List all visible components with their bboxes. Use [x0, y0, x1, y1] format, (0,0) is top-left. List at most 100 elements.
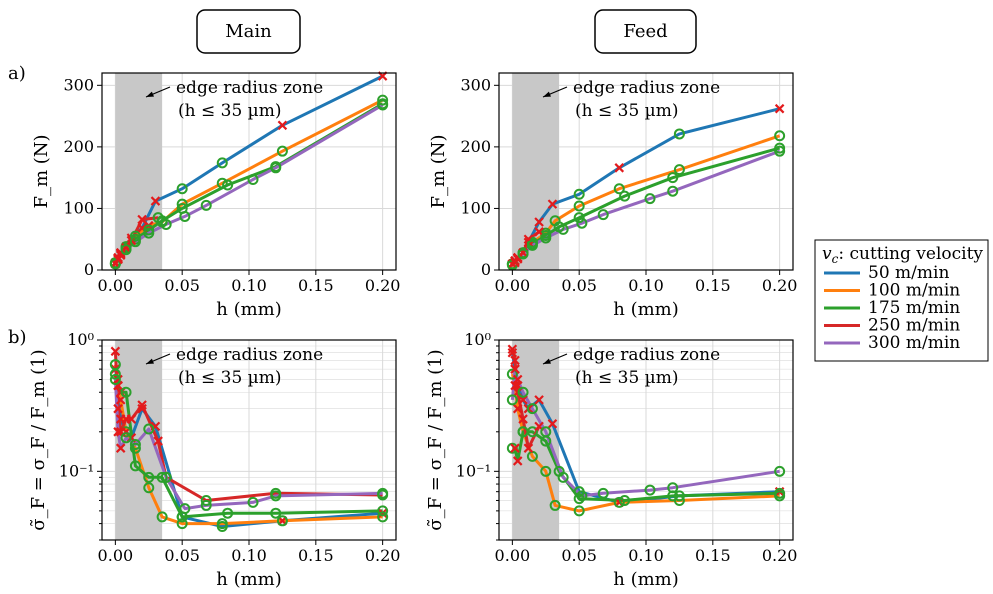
x-axis-label: h (mm): [613, 299, 679, 320]
annotation-arrowhead: [146, 358, 154, 364]
data-point-circle: [526, 426, 538, 438]
data-point-circle: [644, 193, 656, 205]
data-point-circle: [673, 490, 685, 502]
data-point-circle: [377, 511, 389, 523]
data-point-circle: [377, 487, 389, 499]
x-tick-label: 0.05: [164, 276, 200, 295]
data-point-circle: [540, 426, 552, 438]
edge-radius-annotation: edge radius zone (h ≤ 35 µm): [145, 78, 323, 121]
data-point-cross: [534, 395, 544, 405]
annotation-line1: edge radius zone: [573, 345, 720, 365]
data-point-circle: [120, 386, 132, 398]
data-point-cross: [113, 403, 123, 414]
annotation-line2: (h ≤ 35 µm): [575, 368, 678, 388]
data-point-cross: [512, 374, 523, 385]
data-point-circle: [573, 505, 585, 517]
data-point-cross: [518, 414, 528, 424]
x-tick-label: 0.10: [628, 546, 664, 565]
data-point-circle: [179, 210, 191, 222]
legend-title-rest: : cutting velocity: [838, 244, 983, 264]
x-tick-label: 0.00: [495, 276, 531, 295]
data-point-circle: [667, 185, 679, 197]
row-label-b: b): [8, 327, 27, 348]
data-point-cross: [518, 395, 528, 405]
x-axis-label: h (mm): [613, 569, 679, 590]
data-point-circle: [109, 374, 121, 386]
data-point-circle: [152, 212, 164, 224]
data-point-circle: [377, 99, 389, 111]
data-point-circle: [129, 236, 141, 248]
y-axis-label: F_m (N): [31, 134, 52, 208]
data-point-circle: [597, 209, 609, 221]
data-point-circle: [160, 218, 172, 230]
data-point-circle: [247, 174, 259, 186]
x-tick-label: 0.20: [762, 276, 798, 295]
data-point-circle: [270, 490, 282, 502]
data-point-circle: [216, 157, 228, 169]
data-point-circle: [774, 130, 786, 142]
x-tick-label: 0.00: [98, 276, 134, 295]
data-point-circle: [109, 368, 121, 380]
legend-label-250: 250 m/min: [868, 316, 960, 336]
data-point-cross: [113, 427, 123, 437]
legend-label-300: 300 m/min: [868, 333, 960, 353]
data-point-circle: [774, 465, 786, 477]
data-point-cross: [115, 443, 126, 453]
annotation-line2: (h ≤ 35 µm): [575, 101, 678, 121]
data-point-cross: [523, 443, 534, 453]
data-point-circle: [549, 499, 561, 511]
data-point-circle: [156, 471, 168, 483]
data-point-circle: [673, 164, 685, 176]
y-tick-label: 300: [460, 75, 491, 94]
data-point-circle: [540, 465, 552, 477]
data-point-circle: [216, 177, 228, 189]
data-point-cross: [113, 254, 123, 265]
data-point-cross: [510, 380, 520, 391]
y-tick-label: 10⁰: [464, 330, 491, 349]
data-point-circle: [176, 183, 188, 195]
data-point-circle: [597, 487, 609, 499]
data-point-circle: [526, 239, 538, 251]
panel-forces-main: edge radius zone (h ≤ 35 µm) 0.00 0.05 0.10 0…: [31, 71, 401, 320]
data-point-circle: [176, 198, 188, 210]
legend-entry-300: 300 m/min: [824, 333, 960, 353]
data-point-circle: [179, 503, 191, 515]
column-header-main-label: Main: [225, 21, 272, 42]
legend-title: vc: cutting velocity: [822, 244, 983, 266]
panel-forces-feed: edge radius zone (h ≤ 35 µm) 0.00 0.05 0.10 0…: [428, 72, 798, 320]
x-tick-label: 0.20: [762, 546, 798, 565]
y-tick-label: 200: [460, 137, 491, 156]
data-point-circle: [506, 442, 518, 454]
data-point-circle: [573, 493, 585, 505]
data-point-cross: [153, 436, 163, 446]
x-tick-label: 0.05: [164, 546, 200, 565]
y-tick-label: 100: [63, 198, 94, 217]
legend-entry-250: 250 m/min: [824, 316, 960, 336]
legend-entry-100: 100 m/min: [824, 281, 960, 301]
y-axis-label: σ̃_F = σ_F / F_m (1): [425, 349, 446, 530]
data-point-circle: [377, 505, 389, 517]
data-point-cross: [512, 403, 523, 414]
data-point-circle: [120, 244, 132, 256]
data-point-circle: [270, 162, 282, 174]
x-tick-label: 0.15: [695, 546, 731, 565]
x-tick-label: 0.20: [365, 276, 401, 295]
data-point-cross: [507, 344, 518, 355]
data-point-circle: [109, 258, 121, 270]
data-point-cross: [547, 419, 558, 429]
data-point-cross: [507, 347, 518, 358]
x-tick-label: 0.05: [561, 276, 597, 295]
data-point-circle: [517, 248, 529, 260]
y-tick-label: 100: [460, 198, 491, 217]
annotation-line2: (h ≤ 35 µm): [178, 368, 281, 388]
x-tick-label: 0.05: [561, 546, 597, 565]
data-point-circle: [667, 172, 679, 184]
data-point-circle: [644, 484, 656, 496]
x-tick-label: 0.10: [628, 276, 664, 295]
legend-label-175: 175 m/min: [868, 298, 960, 318]
data-point-cross: [510, 443, 520, 453]
column-header-feed: Feed: [594, 9, 697, 54]
data-point-cross: [113, 380, 123, 391]
data-point-circle: [557, 223, 569, 235]
legend-title-var: v: [822, 244, 832, 264]
